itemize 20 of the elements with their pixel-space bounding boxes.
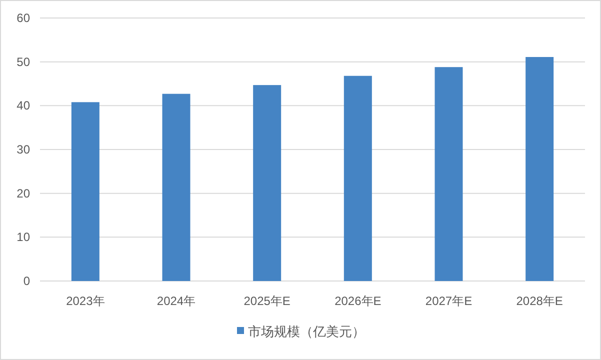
y-tick-label: 0 [23, 274, 30, 288]
y-tick-label: 50 [16, 54, 30, 69]
bar [162, 94, 190, 281]
x-tick-label: 2026年E [334, 294, 382, 308]
bar [344, 76, 372, 281]
bar [434, 67, 463, 281]
x-tick-label: 2028年E [516, 294, 563, 308]
x-tick-label: 2027年E [425, 294, 472, 308]
bar [71, 102, 100, 281]
y-tick-label: 10 [16, 230, 30, 244]
x-tick-label: 2023年 [66, 294, 105, 308]
y-tick-label: 30 [16, 142, 30, 156]
y-tick-label: 20 [16, 186, 30, 200]
bar [526, 57, 554, 281]
legend-label: 市场规模（亿美元） [248, 324, 365, 339]
y-tick-label: 60 [16, 11, 30, 25]
bar [253, 85, 282, 281]
y-tick-label: 40 [16, 98, 30, 113]
x-tick-label: 2025年E [244, 294, 290, 308]
x-tick-label: 2024年 [156, 294, 196, 308]
